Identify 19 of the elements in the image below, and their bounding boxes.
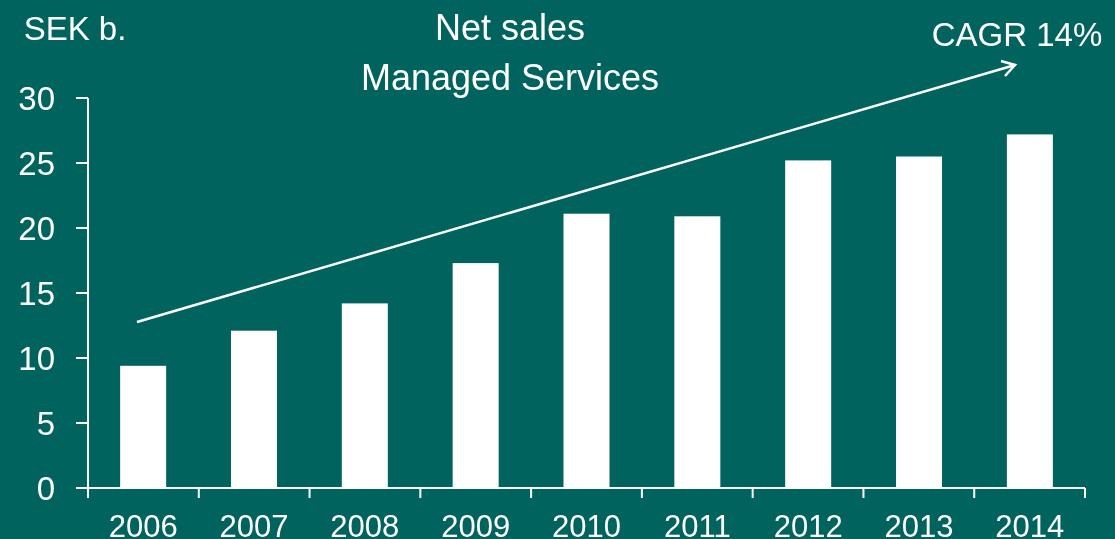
x-tick-label: 2013	[884, 509, 954, 539]
x-tick-label: 2012	[773, 509, 843, 539]
y-tick-label: 30	[18, 80, 55, 117]
x-tick-label: 2011	[664, 509, 731, 539]
y-tick-label: 10	[18, 340, 55, 377]
text: CAGR 14%	[931, 16, 1103, 53]
y-tick-label: 5	[36, 405, 55, 442]
x-tick-label: 2009	[441, 509, 511, 539]
x-tick-label: 2010	[552, 509, 621, 539]
x-tick-label: 2007	[219, 509, 289, 539]
y-tick-label: 20	[18, 210, 55, 247]
x-tick-label: 2008	[330, 509, 400, 539]
y-axis-title: SEK b.	[23, 10, 127, 47]
y-tick-label: 15	[18, 275, 55, 312]
y-tick-label: 0	[36, 470, 55, 507]
x-tick-label: 2006	[108, 509, 178, 539]
y-tick-label: 25	[18, 145, 55, 182]
x-tick-label: 2014	[995, 509, 1065, 539]
chart-title: Net sales Managed Services	[360, 7, 660, 98]
